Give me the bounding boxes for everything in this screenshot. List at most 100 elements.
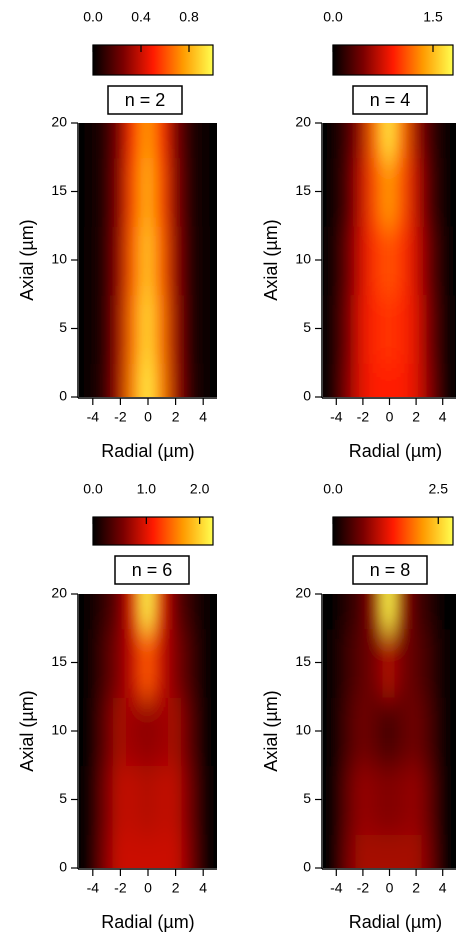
heatmap-cell [98, 764, 115, 835]
heatmap-cell [84, 832, 101, 868]
y-tick-label: 5 [59, 319, 67, 335]
heatmap-cell [381, 156, 398, 227]
y-tick-label: 20 [51, 114, 67, 130]
heatmap-cell [79, 156, 87, 227]
heatmap-cell [153, 764, 170, 835]
heatmap-cell [421, 293, 438, 364]
heatmap-cell [323, 594, 331, 630]
heatmap-cell [140, 224, 156, 296]
heatmap-cell [84, 695, 101, 767]
heatmap-cell [448, 361, 456, 397]
x-tick-label: -4 [87, 880, 100, 896]
heatmap-cell [448, 156, 456, 227]
heatmap-cell [395, 627, 411, 698]
x-tick-label: -2 [114, 409, 127, 425]
heatmap-cell [341, 293, 358, 364]
heatmap-cell [84, 156, 101, 227]
heatmap-cell [328, 832, 344, 868]
heatmap-cell [448, 764, 456, 835]
x-tick-label: 0 [386, 880, 394, 896]
heatmap-cell [341, 361, 358, 397]
y-axis-label: Axial (µm) [261, 690, 281, 771]
heatmap-cell [209, 224, 217, 296]
heatmap-cell [181, 695, 198, 767]
heatmap-cell [368, 156, 384, 227]
y-tick-label: 5 [303, 319, 311, 335]
heatmap-cell [328, 156, 344, 227]
heatmap-cell [98, 361, 115, 397]
heatmap-cell [167, 293, 184, 364]
colorbar-tick-label: 0.0 [83, 481, 103, 497]
heatmap-cell [167, 594, 184, 630]
heatmap-cell [368, 594, 384, 630]
heatmap-cell [79, 832, 87, 868]
heatmap-cell [341, 764, 358, 835]
heatmap-cell [381, 123, 398, 159]
title-box [352, 555, 428, 585]
heatmap-cell [408, 627, 424, 698]
heatmap-cell [448, 832, 456, 868]
heatmap-cell [448, 627, 456, 698]
x-axis-label: Radial (µm) [349, 441, 442, 461]
heatmap-cell [209, 156, 217, 227]
title-box [107, 85, 183, 115]
heatmap-cell [153, 695, 170, 767]
y-tick-label: 0 [59, 388, 67, 404]
heatmap-cell [181, 224, 198, 296]
y-tick-label: 10 [295, 722, 311, 738]
heatmap-cell [153, 123, 170, 159]
heatmap-cell [98, 832, 115, 868]
colorbar [92, 516, 214, 546]
heatmap-cell [421, 695, 438, 767]
colorbar-tick-label: 1.0 [137, 481, 157, 497]
heatmap-cell [381, 594, 398, 630]
chart-title: n = 4 [370, 90, 411, 110]
heatmap-cell [381, 627, 398, 698]
heatmap-cell [181, 627, 198, 698]
heatmap-cell [368, 361, 384, 397]
heatmap-cell [153, 224, 170, 296]
heatmap-cell [328, 695, 344, 767]
x-tick-label: 0 [386, 409, 394, 425]
y-axis-label: Axial (µm) [261, 219, 281, 300]
heatmap-cell [140, 695, 156, 767]
heatmap-cell [323, 293, 331, 364]
heatmap-cell [323, 123, 331, 159]
heatmap-cell [408, 832, 424, 868]
y-tick-label: 10 [51, 251, 67, 267]
heatmap-cell [126, 594, 143, 630]
heatmap-cell [448, 224, 456, 296]
heatmap-cell [408, 293, 424, 364]
heatmap-cell [195, 627, 212, 698]
heatmap-cell [98, 224, 115, 296]
colorbar-tick-label: 0.0 [83, 9, 103, 25]
heatmap-cell [328, 123, 344, 159]
heatmap-cell [153, 627, 170, 698]
heatmap-cells [79, 123, 217, 397]
y-tick-label: 15 [51, 653, 67, 669]
colorbar [92, 44, 214, 76]
heatmap-cell [195, 123, 212, 159]
y-tick-label: 20 [51, 585, 67, 601]
heatmap-cell [79, 764, 87, 835]
heatmap-cell [79, 594, 87, 630]
heatmap-cell [435, 594, 451, 630]
heatmap-cell [140, 594, 156, 630]
y-tick-label: 10 [295, 251, 311, 267]
heatmap-cell [341, 156, 358, 227]
heatmap-cells [323, 123, 456, 397]
heatmap-cell [153, 293, 170, 364]
heatmap-cell [98, 695, 115, 767]
heatmap-cell [421, 361, 438, 397]
heatmap-cell [323, 156, 331, 227]
heatmap-cell [421, 594, 438, 630]
heatmap-cell [126, 627, 143, 698]
heatmap-cell [395, 764, 411, 835]
y-axis-label: Axial (µm) [17, 219, 37, 300]
heatmap-cell [98, 293, 115, 364]
y-tick-label: 20 [295, 585, 311, 601]
heatmap-cell [323, 695, 331, 767]
heatmap-cell [368, 224, 384, 296]
heatmap-cell [435, 123, 451, 159]
heatmap-cell [395, 594, 411, 630]
